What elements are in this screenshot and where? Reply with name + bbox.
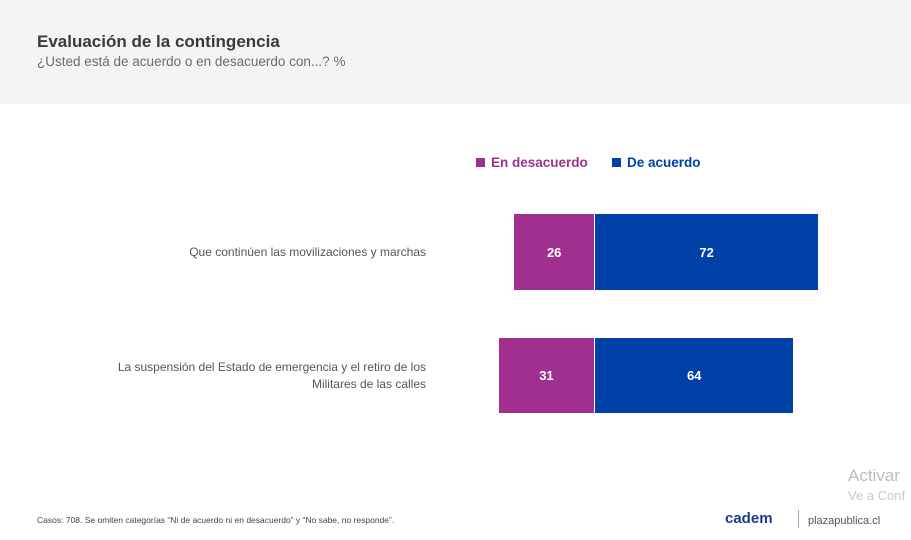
source-label: plazapublica.cl [808, 515, 881, 527]
bar-disagree: 26 [514, 214, 594, 290]
data-label: 72 [699, 244, 714, 260]
legend-swatch [476, 158, 485, 167]
data-label: 31 [539, 368, 554, 383]
chart-subtitle: ¿Usted está de acuerdo o en desacuerdo c… [37, 54, 346, 69]
bar-disagree: 31 [498, 338, 594, 413]
activation-watermark-sub: Ve a Conf [848, 488, 906, 503]
category-label: La suspensión del Estado de emergencia y… [117, 359, 426, 391]
divider [798, 510, 799, 528]
footnote: Casos: 708. Se omiten categorías “Ni de … [37, 515, 395, 525]
activation-watermark: Activar [848, 466, 900, 485]
legend-label: De acuerdo [627, 155, 701, 170]
header: Evaluación de la contingencia ¿Usted est… [0, 0, 911, 104]
data-label: 26 [546, 244, 562, 260]
legend-agree: De acuerdo [612, 155, 701, 170]
legend-swatch [612, 158, 621, 167]
category-label: Que continúen las movilizaciones y march… [189, 245, 426, 259]
bar-agree: 64 [595, 338, 794, 413]
chart-title: Evaluación de la contingencia [37, 32, 280, 51]
legend-label: En desacuerdo [491, 155, 588, 170]
data-label: 64 [686, 368, 702, 383]
bar-agree: 72 [595, 214, 819, 290]
cadem-logo: cadem [725, 510, 773, 527]
legend-disagree: En desacuerdo [476, 155, 588, 170]
